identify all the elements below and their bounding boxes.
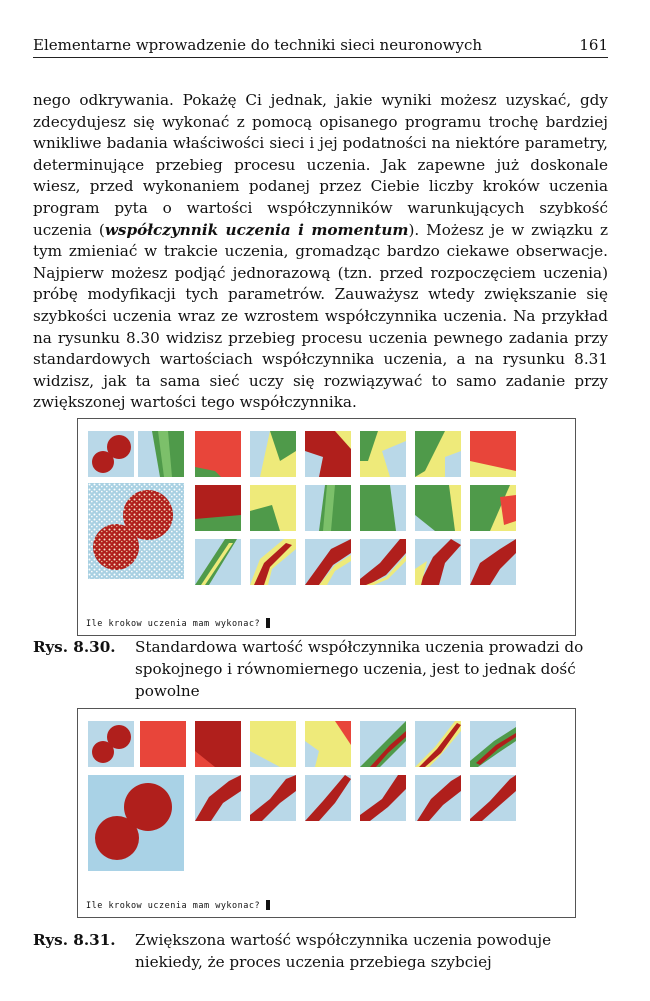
output-tile <box>250 775 296 821</box>
output-tile <box>140 721 186 767</box>
running-title: Elementarne wprowadzenie do techniki sie… <box>33 36 483 54</box>
output-tile <box>415 775 461 821</box>
output-tile <box>305 431 351 477</box>
caption-text: Zwiększona wartość współczynnika uczenia… <box>135 931 552 971</box>
output-tile <box>360 485 406 531</box>
output-tile <box>195 485 241 531</box>
target-pattern-tile <box>88 431 134 477</box>
training-set-tile <box>88 483 184 579</box>
output-tile <box>305 721 351 767</box>
output-tile <box>360 775 406 821</box>
output-tile <box>305 775 351 821</box>
body-paragraph: nego odkrywania. Pokażę Ci jednak, jakie… <box>33 90 608 414</box>
output-tile <box>250 721 296 767</box>
paragraph-part-2: ). Możesz je w związku z tym zmieniać w … <box>33 220 608 412</box>
running-header: Elementarne wprowadzenie do techniki sie… <box>33 35 608 58</box>
output-tile <box>415 431 461 477</box>
output-tile <box>470 775 516 821</box>
output-tile <box>415 485 461 531</box>
output-tile <box>360 721 406 767</box>
training-set-tile <box>88 775 184 871</box>
output-tile <box>305 539 351 585</box>
training-prompt: Ile krokow uczenia mam wykonac? <box>86 618 271 629</box>
text-cursor <box>266 618 271 628</box>
paragraph-emphasis: współczynnik uczenia i momentum <box>104 220 409 239</box>
output-tile <box>470 539 516 585</box>
output-tile <box>195 539 241 585</box>
text-cursor <box>266 900 271 910</box>
paragraph-part-1: nego odkrywania. Pokażę Ci jednak, jakie… <box>33 91 608 239</box>
page-number: 161 <box>579 36 608 54</box>
caption-label: Rys. 8.30. <box>33 638 116 656</box>
output-tile <box>250 485 296 531</box>
output-tile <box>360 431 406 477</box>
output-tile <box>470 485 516 531</box>
output-tile <box>250 431 296 477</box>
output-tile <box>470 721 516 767</box>
output-tile <box>195 431 241 477</box>
caption-text: Standardowa wartość współczynnika uczeni… <box>135 638 584 700</box>
output-tile <box>250 539 296 585</box>
figure-8-31: Ile krokow uczenia mam wykonac? <box>77 708 576 918</box>
training-prompt: Ile krokow uczenia mam wykonac? <box>86 900 271 911</box>
output-tile <box>305 485 351 531</box>
output-tile <box>360 539 406 585</box>
output-tile <box>195 775 241 821</box>
caption-label: Rys. 8.31. <box>33 931 116 949</box>
output-tile <box>415 721 461 767</box>
figure-8-30: Ile krokow uczenia mam wykonac? <box>77 418 576 636</box>
output-tile <box>415 539 461 585</box>
output-tile <box>195 721 241 767</box>
target-pattern-tile <box>88 721 134 767</box>
output-tile <box>470 431 516 477</box>
output-tile <box>138 431 184 477</box>
